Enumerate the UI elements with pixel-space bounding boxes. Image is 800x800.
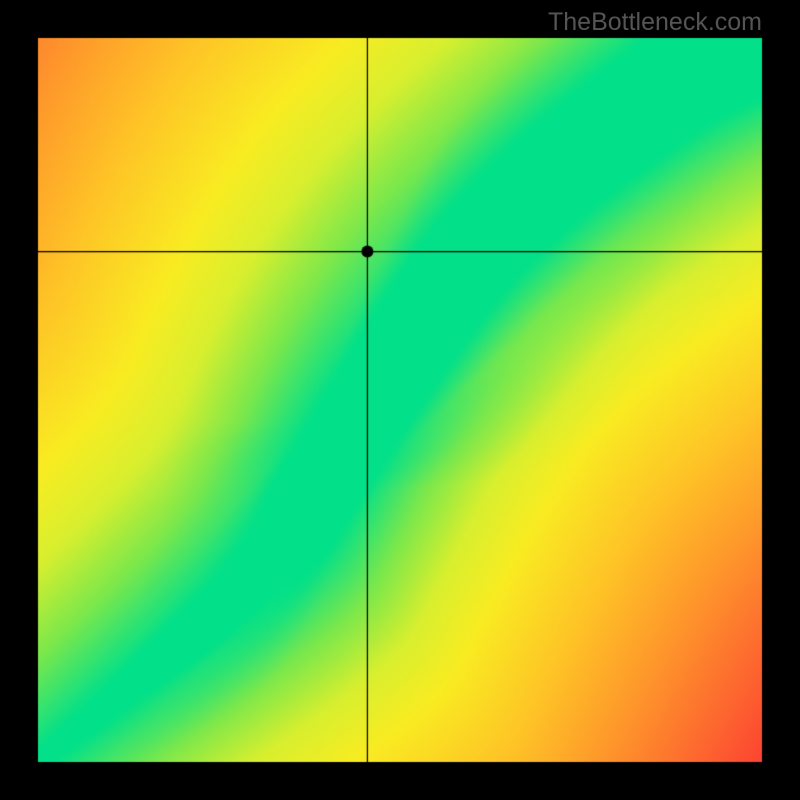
chart-container: TheBottleneck.com	[0, 0, 800, 800]
bottleneck-heatmap	[0, 0, 800, 800]
watermark-text: TheBottleneck.com	[548, 8, 762, 37]
